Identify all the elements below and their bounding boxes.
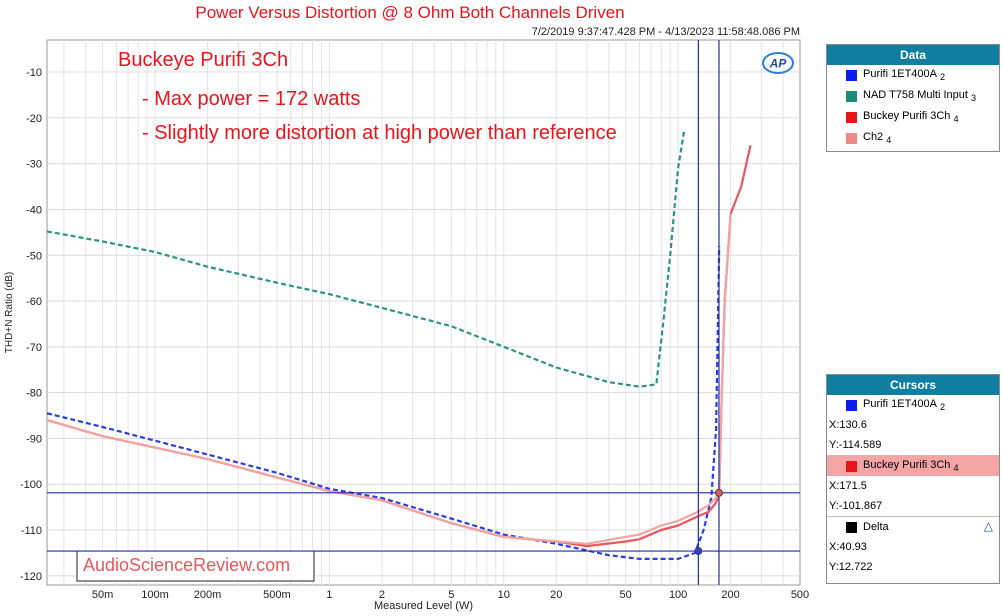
annotation-text: - Max power = 172 watts [142, 88, 360, 110]
delta-x: X:40.93 [829, 541, 867, 553]
delta-triangle-icon[interactable]: △ [983, 519, 993, 533]
y-tick-label: -70 [26, 342, 42, 354]
legend-label: Purifi 1ET400A [863, 68, 937, 81]
legend-label: NAD T758 Multi Input [863, 89, 968, 102]
x-axis-label: Measured Level (W) [374, 600, 473, 612]
cursor-1-label: Purifi 1ET400A [863, 397, 937, 410]
legend-item-purifi[interactable]: Purifi 1ET400A 2 [827, 65, 999, 86]
x-tick-label: 50 [620, 589, 632, 601]
delta-header[interactable]: Delta △ [827, 516, 999, 537]
data-panel-header: Data [827, 45, 999, 65]
legend-label: Buckey Purifi 3Ch [863, 110, 951, 123]
plot-area [46, 39, 801, 586]
x-tick-label: 50m [92, 589, 113, 601]
cursor-2-sub: 4 [953, 463, 959, 474]
legend-swatch [846, 91, 857, 102]
y-tick-label: -20 [26, 113, 42, 125]
cursor-swatch [846, 400, 857, 411]
cursor-2-x: X:171.5 [829, 480, 867, 492]
legend-label: Ch2 [863, 131, 884, 144]
legend-item-ch2[interactable]: Ch2 4 [827, 128, 999, 149]
cursor-1-y: Y:-114.589 [829, 439, 882, 451]
y-tick-label: -10 [26, 67, 42, 79]
x-tick-label: 500 [791, 589, 809, 601]
watermark-text: AudioScienceReview.com [83, 555, 290, 575]
series-line-2 [46, 131, 686, 388]
cursor-swatch [846, 461, 857, 472]
chart-title: Power Versus Distortion @ 8 Ohm Both Cha… [195, 3, 625, 22]
legend-item-nad[interactable]: NAD T758 Multi Input 3 [827, 86, 999, 107]
x-tick-label: 200m [194, 589, 222, 601]
cursors-panel: Cursors Purifi 1ET400A 2 X:130.6 Y:-114.… [826, 374, 1000, 584]
legend-swatch [846, 70, 857, 81]
cursors-panel-header: Cursors [827, 375, 999, 395]
y-tick-label: -60 [26, 296, 42, 308]
chart-subtitle: 7/2/2019 9:37:47.428 PM - 4/13/2023 11:5… [531, 26, 800, 38]
y-tick-label: -80 [26, 388, 42, 400]
x-tick-label: 1 [326, 589, 332, 601]
legend-swatch [846, 112, 857, 123]
y-tick-label: -40 [26, 204, 42, 216]
legend-sub: 2 [940, 72, 946, 83]
x-tick-label: 5 [448, 589, 454, 601]
ap-logo-text: AP [769, 57, 788, 71]
cursor-marker [714, 488, 723, 497]
legend-sub: 4 [953, 114, 959, 125]
y-tick-label: -30 [26, 159, 42, 171]
x-tick-label: 200 [721, 589, 739, 601]
y-tick-label: -110 [21, 525, 42, 537]
x-tick-label: 100 [669, 589, 687, 601]
delta-y: Y:12.722 [829, 561, 873, 573]
annotation-text: - Slightly more distortion at high power… [142, 122, 617, 144]
x-tick-label: 2 [379, 589, 385, 601]
legend-sub: 3 [971, 93, 977, 104]
cursor-2-label: Buckey Purifi 3Ch [863, 458, 951, 471]
cursor-2-y: Y:-101.867 [829, 500, 883, 512]
legend-sub: 4 [886, 135, 892, 146]
annotation-text: Buckeye Purifi 3Ch [118, 49, 288, 71]
legend-item-buckey[interactable]: Buckey Purifi 3Ch 4 [827, 107, 999, 128]
cursor-1-header[interactable]: Purifi 1ET400A 2 [827, 395, 999, 415]
delta-swatch [846, 522, 857, 533]
data-panel: Data Purifi 1ET400A 2 NAD T758 Multi Inp… [826, 44, 1000, 152]
cursor-2-header[interactable]: Buckey Purifi 3Ch 4 [827, 455, 999, 476]
y-tick-label: -50 [26, 250, 42, 262]
legend-swatch [846, 133, 857, 144]
y-tick-label: -90 [26, 433, 42, 445]
thd-power-chart: -10 -20 -30 -40 -50 -60 -70 -80 -90 -100 -110 -120 5… [4, 39, 809, 612]
x-tick-label: 500m [263, 589, 291, 601]
cursor-1-sub: 2 [940, 402, 946, 413]
cursor-marker [694, 547, 703, 556]
watermark-box [76, 550, 315, 582]
ap-logo: AP [762, 52, 794, 74]
y-axis-label: THD+N Ratio (dB) [4, 272, 15, 353]
y-tick-label: -120 [20, 571, 42, 583]
x-tick-label: 100m [141, 589, 169, 601]
x-tick-label: 10 [498, 589, 510, 601]
x-tick-label: 20 [550, 589, 562, 601]
cursor-1-x: X:130.6 [829, 419, 867, 431]
y-tick-label: -100 [20, 479, 42, 491]
delta-label: Delta [863, 521, 889, 533]
